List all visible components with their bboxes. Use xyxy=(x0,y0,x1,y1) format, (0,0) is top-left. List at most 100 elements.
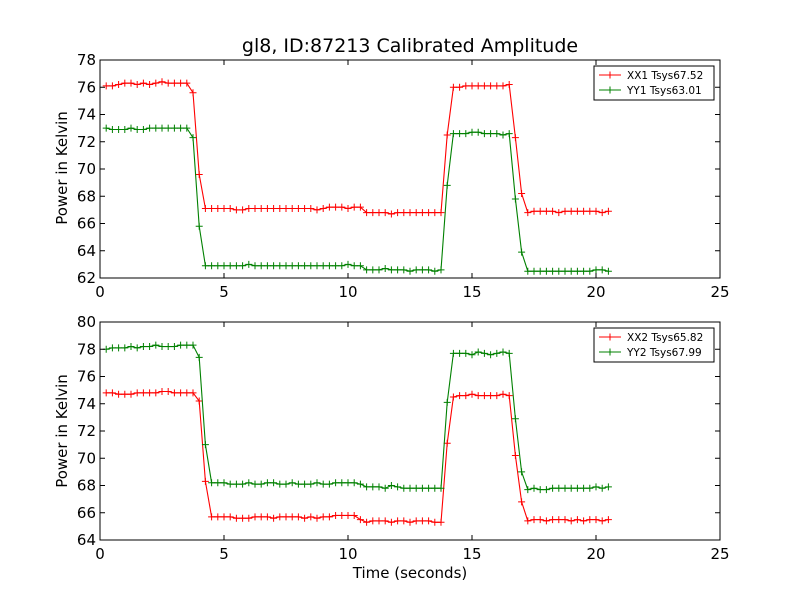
top-series-2-point xyxy=(152,124,160,132)
top-series-1-point xyxy=(301,205,309,213)
top-series-1-point xyxy=(201,205,209,213)
bottom-series-2-point xyxy=(474,348,482,356)
bottom-legend-label: YY2 Tsys67.99 xyxy=(626,347,702,359)
top-series-1-point xyxy=(338,203,346,211)
top-series-2-point xyxy=(412,266,420,274)
bottom-series-2-point xyxy=(542,486,550,494)
bottom-series-1-point xyxy=(158,387,166,395)
top-series-2-point xyxy=(276,262,284,270)
bottom-series-1-point xyxy=(201,477,209,485)
bottom-series-1-point xyxy=(208,513,216,521)
top-series-1-point xyxy=(139,79,147,87)
top-series-1-point xyxy=(474,82,482,90)
top-series-1-point xyxy=(177,79,185,87)
top-series-2-point xyxy=(437,266,445,274)
bottom-series-2-point xyxy=(598,484,606,492)
bottom-series-1 xyxy=(102,387,612,526)
bottom-ytick-label: 64 xyxy=(77,531,96,549)
bottom-series-2-point xyxy=(301,480,309,488)
top-series-2-point xyxy=(201,262,209,270)
top-series-1-point xyxy=(270,205,278,213)
bottom-series-1-point xyxy=(251,513,259,521)
top-series-2-point xyxy=(115,125,123,133)
top-series-1-point xyxy=(313,206,321,214)
bottom-series-1-point xyxy=(567,517,575,525)
top-series-1-point xyxy=(573,207,581,215)
top-series-1-point xyxy=(443,131,451,139)
top-series-1-point xyxy=(449,83,457,91)
bottom-series-2-point xyxy=(189,341,197,349)
top-series-1-point xyxy=(542,207,550,215)
top-series-1-point xyxy=(499,82,507,90)
bottom-series-1-point xyxy=(449,393,457,401)
top-series-2-point xyxy=(245,260,253,268)
top-series-1-point xyxy=(344,205,352,213)
top-series-1-point xyxy=(115,81,123,89)
bottom-ytick-label: 74 xyxy=(77,395,96,413)
bottom-series-1-point xyxy=(462,392,470,400)
bottom-series-2-point xyxy=(115,344,123,352)
bottom-series-1-point xyxy=(133,389,141,397)
bottom-series-1-point xyxy=(487,392,495,400)
top-series-1-point xyxy=(505,81,513,89)
bottom-series-1-point xyxy=(276,513,284,521)
top-series-2-point xyxy=(549,267,557,275)
bottom-series-2-point xyxy=(493,349,501,357)
top-series-1-point xyxy=(375,209,383,217)
top-series-2-point xyxy=(307,262,315,270)
top-series-2-point xyxy=(425,266,433,274)
top-xtick-label: 0 xyxy=(95,283,105,301)
bottom-series-1-point xyxy=(146,389,154,397)
bottom-series-2-point xyxy=(201,441,209,449)
bottom-series-2-point xyxy=(282,480,290,488)
bottom-series-2-point xyxy=(158,343,166,351)
top-series-2-point xyxy=(604,267,612,275)
top-series-2-point xyxy=(480,130,488,138)
top-series-1-point xyxy=(394,209,402,217)
bottom-series-1-point xyxy=(319,513,327,521)
bottom-series-2-point xyxy=(350,479,358,487)
top-series-1-point xyxy=(108,82,116,90)
top-legend-box xyxy=(593,65,715,101)
top-series-2-point xyxy=(158,124,166,132)
bottom-series-1-point xyxy=(375,517,383,525)
top-legend-label: YY1 Tsys63.01 xyxy=(626,85,702,97)
bottom-series-1-point xyxy=(239,514,247,522)
top-series-2-point xyxy=(561,267,569,275)
bottom-legend-marker xyxy=(606,348,614,356)
bottom-xtick-label: 20 xyxy=(586,545,605,563)
bottom-series-2-point xyxy=(412,484,420,492)
top-series-2-point xyxy=(573,267,581,275)
top-series-2-point xyxy=(536,267,544,275)
top-series-2-point xyxy=(325,262,333,270)
top-series-1-point xyxy=(263,205,271,213)
bottom-series-2-point xyxy=(480,349,488,357)
top-series-1-point xyxy=(456,83,464,91)
top-series-1-point xyxy=(555,209,563,217)
bottom-series-2-point xyxy=(127,343,135,351)
top-series-1-point xyxy=(282,205,290,213)
top-ytick-label: 76 xyxy=(77,78,96,96)
top-series-2-point xyxy=(232,262,240,270)
top-series-1-point xyxy=(214,205,222,213)
bottom-series-1-point xyxy=(468,390,476,398)
top-series-2-point xyxy=(369,266,377,274)
top-series-2-point xyxy=(301,262,309,270)
bottom-series-2-point xyxy=(338,479,346,487)
bottom-series-1-point xyxy=(400,517,408,525)
top-xtick-label: 25 xyxy=(710,283,729,301)
bottom-series-1-point xyxy=(214,513,222,521)
bottom-series-1-point xyxy=(412,517,420,525)
bottom-series-1-point xyxy=(592,516,600,524)
top-series-1-point xyxy=(350,203,358,211)
bottom-series-2-point xyxy=(214,479,222,487)
bottom-series-2-point xyxy=(499,348,507,356)
bottom-series-2-point xyxy=(208,479,216,487)
bottom-series-2-point xyxy=(573,484,581,492)
top-series-1-point xyxy=(480,82,488,90)
bottom-series-1-point xyxy=(580,517,588,525)
bottom-series-1-point xyxy=(263,513,271,521)
bottom-series-2-point xyxy=(549,484,557,492)
bottom-series-2-point xyxy=(394,483,402,491)
bottom-series-1-point xyxy=(344,511,352,519)
